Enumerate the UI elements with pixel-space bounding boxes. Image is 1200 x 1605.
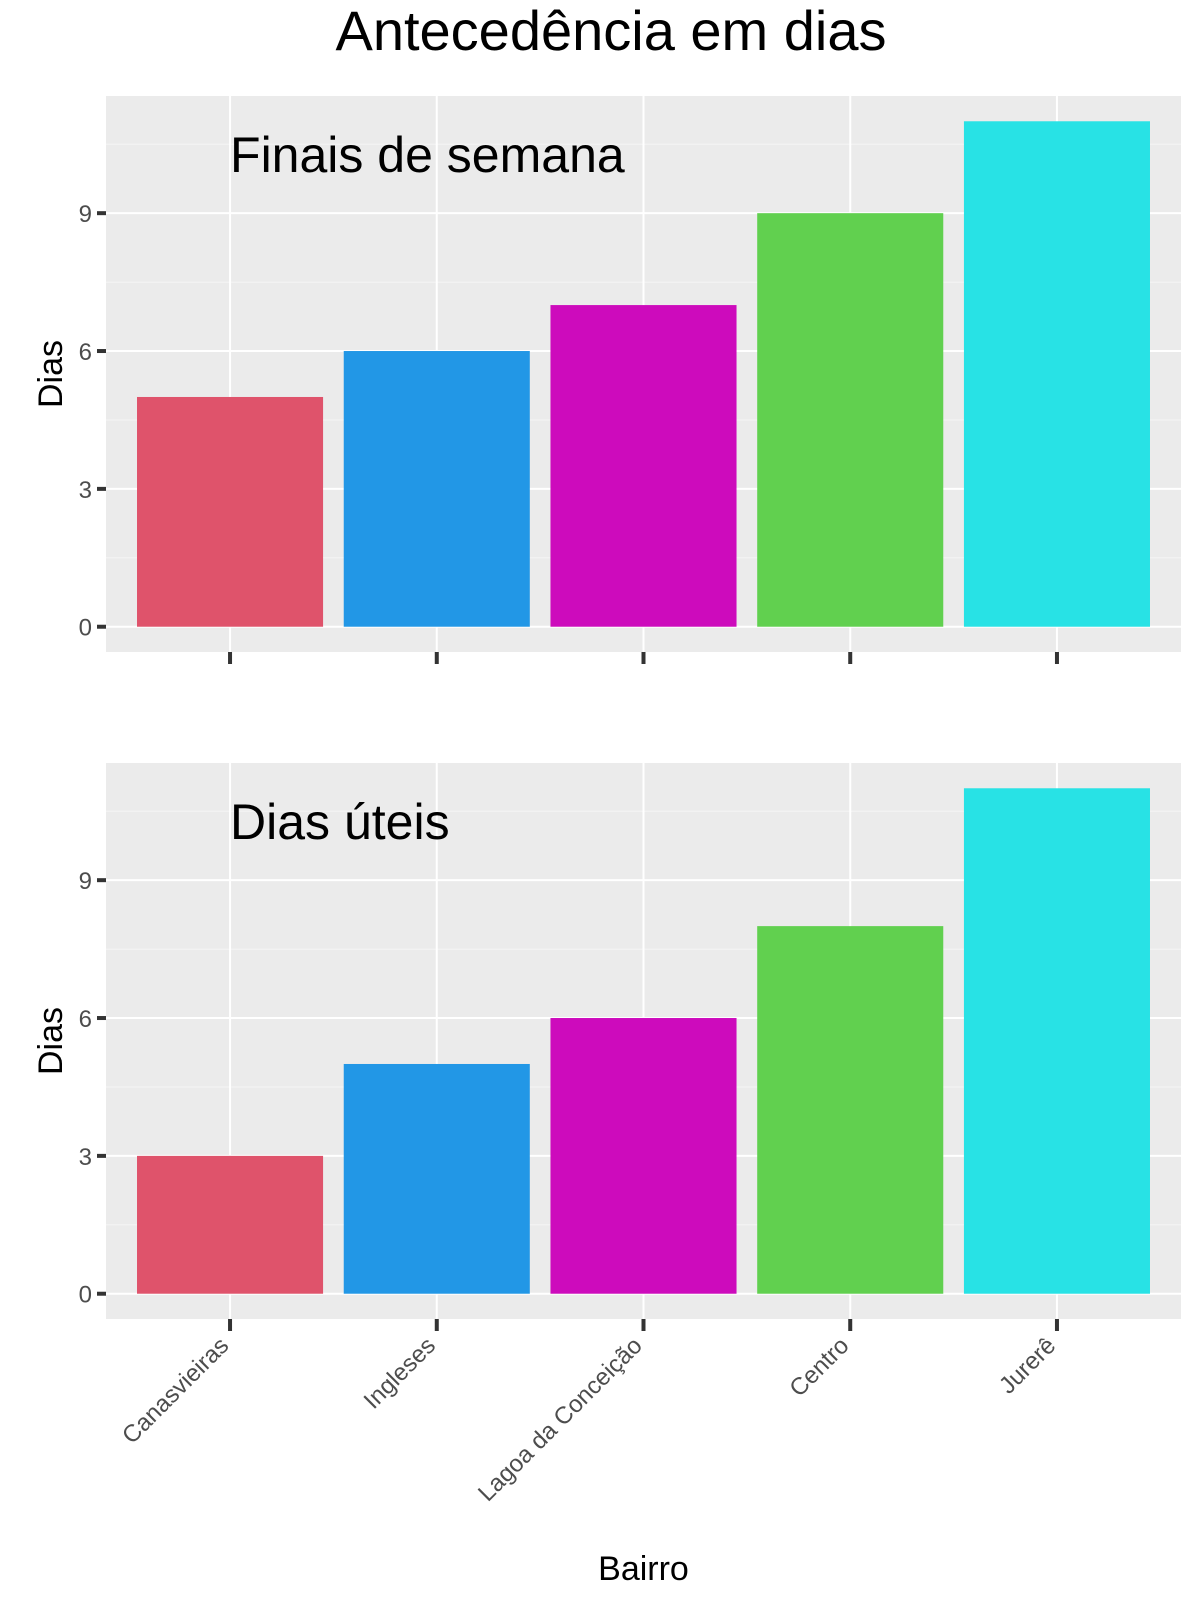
bar-canasvieiras	[137, 1155, 324, 1294]
y-tick-label: 6	[79, 339, 92, 366]
y-tick-label: 3	[79, 1144, 92, 1171]
bar-lagoa-da-concei-o	[550, 305, 737, 627]
x-tick-label: Jurerê	[994, 1332, 1061, 1399]
bar-canasvieiras	[137, 396, 324, 627]
y-axis-title: Dias	[32, 1007, 70, 1075]
y-tick-label: 0	[79, 1282, 92, 1309]
bar-lagoa-da-concei-o	[550, 1018, 737, 1294]
y-tick-label: 6	[79, 1006, 92, 1033]
y-tick-label: 0	[79, 615, 92, 642]
x-tick-label: Canasvieiras	[117, 1332, 234, 1449]
bar-ingleses	[343, 1063, 530, 1294]
panel-annotation: Dias úteis	[230, 794, 450, 850]
x-tick-label: Lagoa da Conceição	[473, 1332, 648, 1507]
bar-ingleses	[343, 351, 530, 627]
y-axis-title: Dias	[32, 340, 70, 408]
panel-annotation: Finais de semana	[230, 127, 625, 183]
x-tick-label: Centro	[784, 1332, 854, 1402]
bar-jurer-	[963, 121, 1150, 627]
panel-2: 0 3 6 9 Canasvieiras Ingleses Lagoa da Conceiç…	[32, 763, 1181, 1588]
y-tick-label: 9	[79, 201, 92, 228]
x-tick-label: Ingleses	[359, 1332, 441, 1414]
panel-1: 0 3 6 9 Finais de semana Dias	[32, 96, 1181, 664]
bar-jurer-	[963, 788, 1150, 1294]
bar-centro	[757, 926, 944, 1294]
bar-centro	[757, 213, 944, 627]
chart-title: Antecedência em dias	[335, 0, 886, 62]
y-tick-label: 9	[79, 868, 92, 895]
x-axis-title: Bairro	[598, 1550, 689, 1588]
y-tick-label: 3	[79, 477, 92, 504]
